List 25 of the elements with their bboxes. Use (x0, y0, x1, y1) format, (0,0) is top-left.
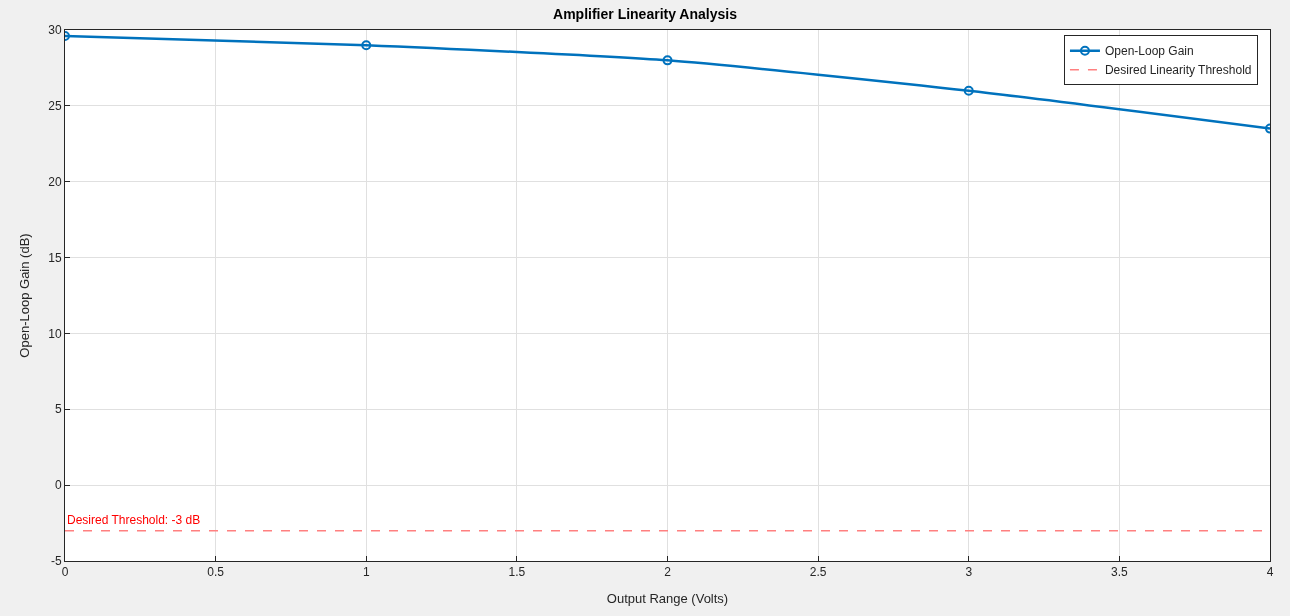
chart-title: Amplifier Linearity Analysis (553, 6, 738, 23)
y-tick-label: -5 (50, 554, 62, 569)
x-tick-label: 1 (362, 565, 370, 580)
x-tick-label: 3.5 (1111, 565, 1129, 580)
point (361, 40, 372, 51)
y-tick-label: 0 (54, 478, 62, 493)
point (662, 55, 673, 66)
y-tick-label: 5 (54, 402, 62, 417)
y-tick-label: 20 (48, 174, 62, 189)
x-axis-title: Output Range (Volts) (606, 591, 729, 606)
legend-label: Desired Linearity Threshold (1104, 63, 1252, 78)
annotation: Desired Threshold: -3 dB (67, 513, 201, 527)
y-tick-label: 15 (48, 250, 62, 265)
x-tick-label: 2 (664, 565, 672, 580)
x-tick-label: 0.5 (207, 565, 225, 580)
legend-label: Open-Loop Gain (1104, 44, 1194, 59)
x-tick-label: 4 (1266, 565, 1274, 580)
y-axis-title: Open-Loop Gain (dB) (17, 233, 33, 358)
x-tick-label: 3 (965, 565, 973, 580)
x-tick-label: 2.5 (809, 565, 827, 580)
y-tick-label: 30 (48, 23, 62, 38)
x-tick-label: 1.5 (508, 565, 526, 580)
point (963, 85, 974, 96)
y-tick-label: 25 (48, 99, 62, 114)
y-tick-label: 10 (48, 326, 62, 341)
